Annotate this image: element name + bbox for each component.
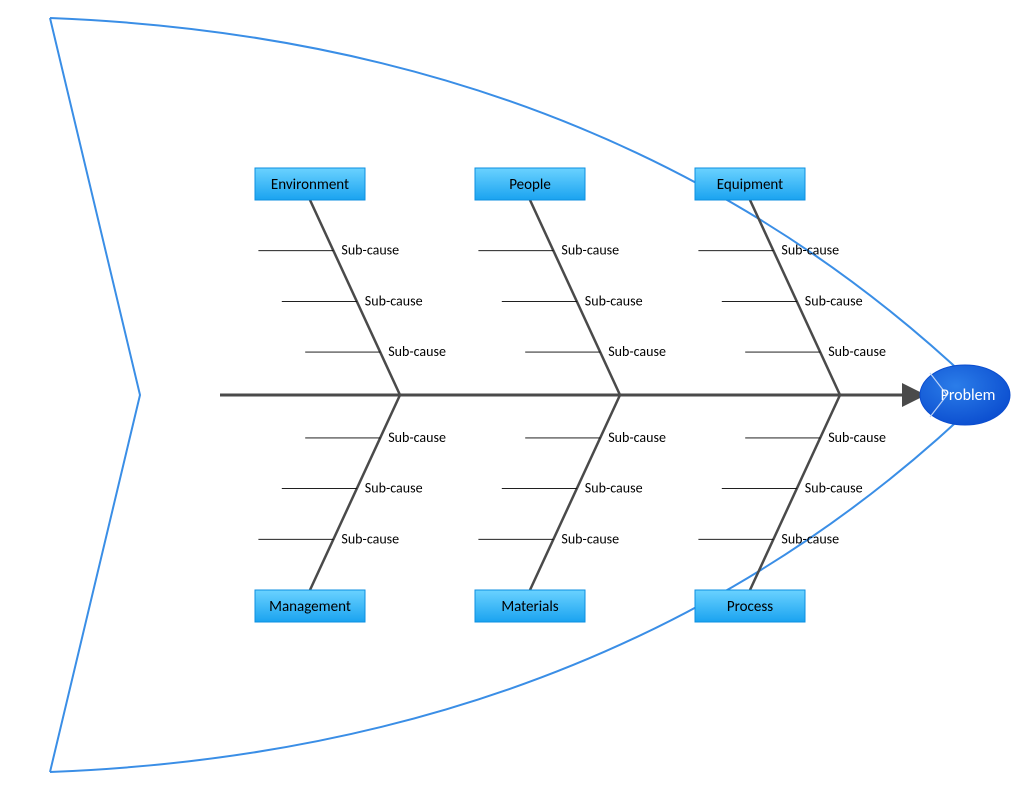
subcause-label: Sub-cause [585, 292, 643, 309]
subcause-label: Sub-cause [781, 530, 839, 547]
subcause-label: Sub-cause [388, 429, 446, 446]
subcause-label: Sub-cause [608, 343, 666, 360]
subcause-label: Sub-cause [561, 242, 619, 259]
subcause-label: Sub-cause [365, 480, 423, 497]
fish-tail-notch [50, 18, 140, 772]
subcause-label: Sub-cause [341, 242, 399, 259]
fish-outline-top [50, 18, 985, 395]
subcause-label: Sub-cause [341, 530, 399, 547]
subcause-label: Sub-cause [365, 292, 423, 309]
category-label: Environment [271, 176, 349, 194]
subcause-label: Sub-cause [828, 343, 886, 360]
subcause-label: Sub-cause [561, 530, 619, 547]
fish-outline-bottom [50, 395, 985, 772]
fishbone-diagram: Sub-cause Sub-cause Sub-cause Sub-cause Sub-… [0, 0, 1025, 790]
category-label: People [509, 176, 551, 194]
subcause-label: Sub-cause [585, 480, 643, 497]
subcause-label: Sub-cause [805, 480, 863, 497]
subcause-label: Sub-cause [781, 242, 839, 259]
category-label: Equipment [717, 176, 783, 194]
subcause-label: Sub-cause [388, 343, 446, 360]
subcause-label: Sub-cause [805, 292, 863, 309]
problem-label: Problem [941, 386, 996, 405]
category-label: Process [727, 598, 773, 616]
subcause-label: Sub-cause [828, 429, 886, 446]
problem-head: Problem [920, 365, 1010, 425]
category-label: Management [269, 598, 351, 616]
category-label: Materials [501, 598, 558, 616]
subcause-label: Sub-cause [608, 429, 666, 446]
